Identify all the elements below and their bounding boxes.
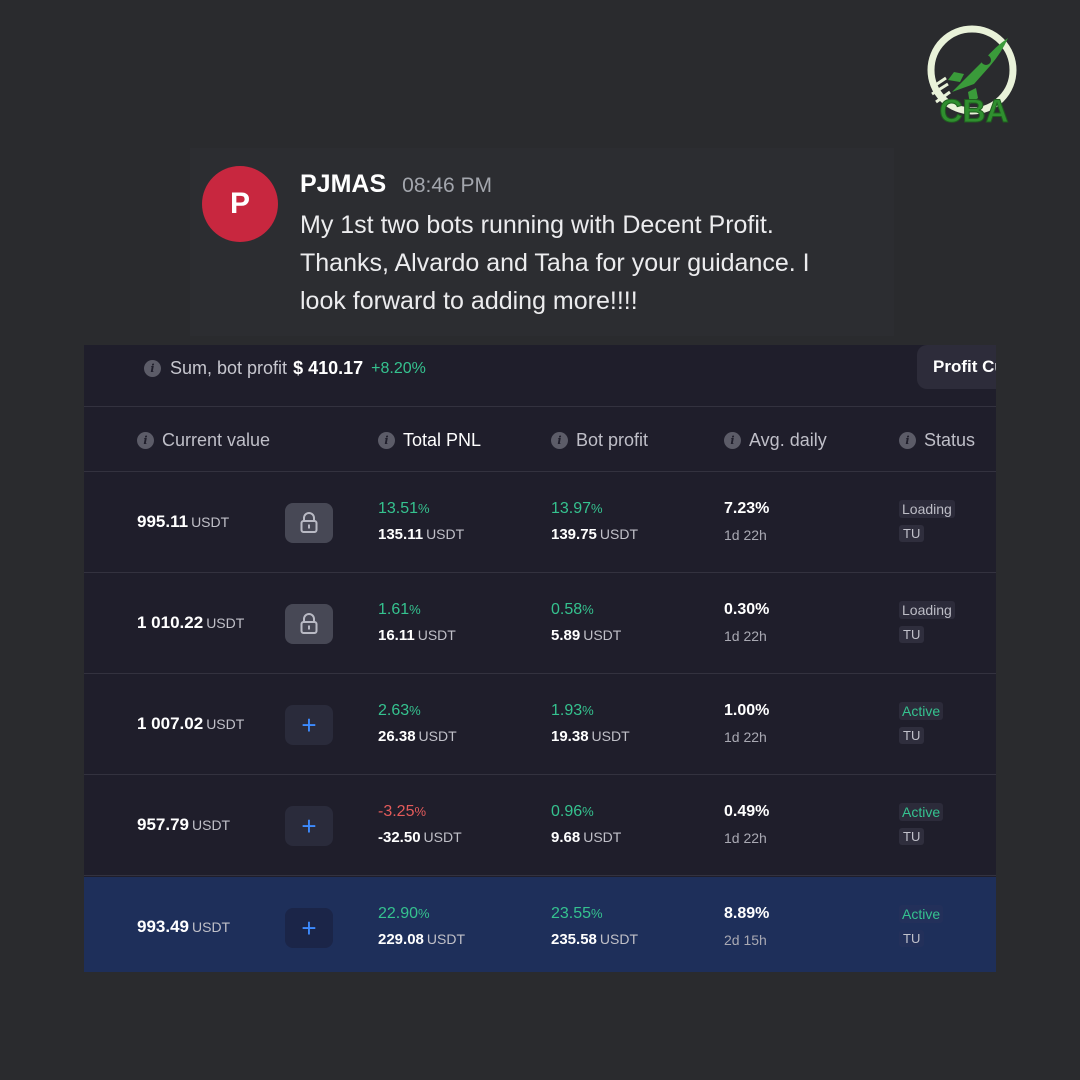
tag-badge: TU	[899, 930, 925, 947]
summary-label: Sum, bot profit	[170, 358, 288, 378]
tag-badge: TU	[899, 626, 925, 643]
cba-logo: CBA	[924, 22, 1024, 130]
column-label: Current value	[162, 430, 271, 450]
current-value: 957.79 USDT	[137, 815, 231, 834]
plus-icon: +	[301, 810, 317, 841]
status: Loading TU	[899, 601, 955, 644]
bot-profit: 0.96% 9.68 USDT	[551, 803, 622, 846]
current-value: 995.11 USDT	[137, 512, 230, 531]
column-label: Avg. daily	[749, 430, 827, 450]
message-author[interactable]: PJMAS	[300, 170, 387, 198]
total-pnl: 13.51% 135.11 USDT	[378, 500, 465, 543]
plus-icon: +	[301, 912, 317, 943]
table-row[interactable]: 993.49 USDT + 22.90% 229.08 USDT 23.55% 23…	[84, 877, 996, 972]
total-pnl: -3.25% -32.50 USDT	[378, 803, 462, 846]
status: Active TU	[899, 905, 944, 948]
tag-badge: TU	[899, 727, 925, 744]
status-badge: Active	[899, 905, 944, 923]
message-text: My 1st two bots running with Decent Prof…	[300, 206, 890, 320]
status: Active TU	[899, 803, 944, 846]
svg-text:CBA: CBA	[939, 93, 1008, 126]
table-row[interactable]: 1 007.02 USDT + 2.63% 26.38 USDT 1.93% 19.…	[84, 674, 996, 775]
lock-icon	[300, 613, 318, 634]
lock-button[interactable]	[285, 604, 333, 644]
table-row[interactable]: 957.79 USDT + -3.25% -32.50 USDT 0.96% 9.6…	[84, 775, 996, 876]
status-badge: Active	[899, 803, 944, 821]
summary-value: $ 410.17	[293, 358, 364, 378]
message-header: PJMAS 08:46 PM	[300, 170, 492, 199]
column-label: Status	[924, 430, 976, 450]
summary-percent: +8.20%	[371, 359, 426, 377]
tag-badge: TU	[899, 828, 925, 845]
profit-summary: i Sum, bot profit $ 410.17 +8.20% Profit…	[84, 345, 996, 407]
info-icon[interactable]: i	[551, 432, 568, 449]
rocket-icon: CBA	[927, 25, 1017, 130]
info-icon[interactable]: i	[899, 432, 916, 449]
column-label: Bot profit	[576, 430, 649, 450]
add-funds-button[interactable]: +	[285, 705, 333, 745]
bot-profit: 1.93% 19.38 USDT	[551, 702, 630, 745]
status-badge: Loading	[899, 601, 955, 619]
column-bot-profit[interactable]: i Bot profit	[551, 430, 648, 451]
status-badge: Loading	[899, 500, 955, 518]
column-status[interactable]: i Status	[899, 430, 975, 451]
message-line: Thanks, Alvardo and Taha for your guidan…	[300, 249, 810, 277]
table-row[interactable]: 995.11 USDT 13.51% 135.11 USDT 13.97% 139.…	[84, 472, 996, 573]
lock-icon	[300, 512, 318, 533]
info-icon[interactable]: i	[378, 432, 395, 449]
table-header: i Current value i Total PNL i Bot profit…	[84, 408, 996, 472]
message-line: My 1st two bots running with Decent Prof…	[300, 211, 774, 239]
column-label: Total PNL	[403, 430, 482, 450]
info-icon[interactable]: i	[144, 360, 161, 377]
table-row[interactable]: 1 010.22 USDT 1.61% 16.11 USDT 0.58% 5.89 U…	[84, 573, 996, 674]
column-total-pnl[interactable]: i Total PNL	[378, 430, 481, 451]
info-icon[interactable]: i	[137, 432, 154, 449]
avatar: P	[202, 166, 278, 242]
current-value: 993.49 USDT	[137, 917, 231, 936]
bots-panel: i Sum, bot profit $ 410.17 +8.20% Profit…	[84, 345, 996, 972]
add-funds-button[interactable]: +	[285, 908, 333, 948]
total-pnl: 22.90% 229.08 USDT	[378, 905, 466, 948]
avg-daily: 7.23% 1d 22h	[724, 500, 770, 543]
plus-icon: +	[301, 709, 317, 740]
bot-profit: 13.97% 139.75 USDT	[551, 500, 639, 543]
bot-profit: 23.55% 235.58 USDT	[551, 905, 639, 948]
avg-daily: 8.89% 2d 15h	[724, 905, 770, 948]
status: Loading TU	[899, 500, 955, 543]
info-icon[interactable]: i	[724, 432, 741, 449]
column-current-value[interactable]: i Current value	[137, 430, 270, 451]
column-avg-daily[interactable]: i Avg. daily	[724, 430, 827, 451]
lock-button[interactable]	[285, 503, 333, 543]
status-badge: Active	[899, 702, 944, 720]
total-pnl: 2.63% 26.38 USDT	[378, 702, 457, 745]
status: Active TU	[899, 702, 944, 745]
profit-curve-tab[interactable]: Profit Cu	[917, 345, 996, 389]
current-value: 1 010.22 USDT	[137, 613, 245, 632]
avg-daily: 1.00% 1d 22h	[724, 702, 770, 745]
avg-daily: 0.49% 1d 22h	[724, 803, 770, 846]
add-funds-button[interactable]: +	[285, 806, 333, 846]
bot-profit: 0.58% 5.89 USDT	[551, 601, 622, 644]
avg-daily: 0.30% 1d 22h	[724, 601, 770, 644]
message-line: look forward to adding more!!!!	[300, 287, 638, 315]
tag-badge: TU	[899, 525, 925, 542]
total-pnl: 1.61% 16.11 USDT	[378, 601, 456, 644]
chat-message: P PJMAS 08:46 PM My 1st two bots running…	[190, 148, 894, 336]
message-time: 08:46 PM	[402, 174, 493, 197]
current-value: 1 007.02 USDT	[137, 714, 245, 733]
